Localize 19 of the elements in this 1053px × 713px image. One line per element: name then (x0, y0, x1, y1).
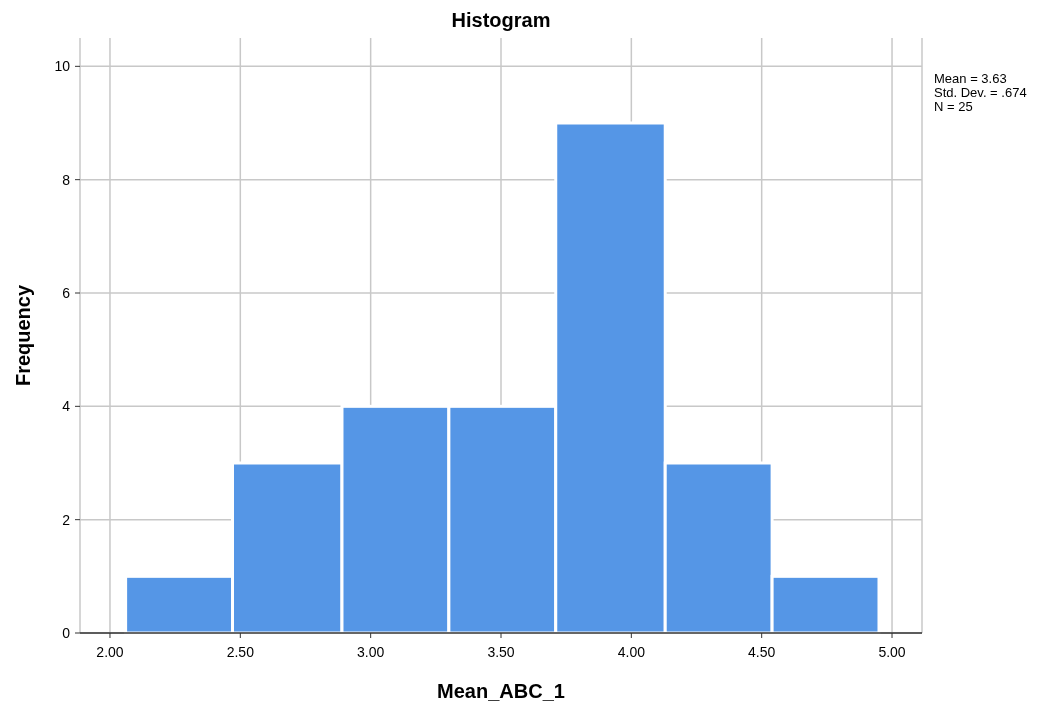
y-tick-label: 8 (62, 171, 71, 188)
x-tick-label: 5.00 (878, 644, 906, 660)
chart-title: Histogram (451, 9, 551, 31)
x-tick-label: 2.50 (226, 644, 255, 660)
x-tick-label: 4.50 (748, 644, 776, 660)
text: Mean = 3.63 (934, 71, 1007, 86)
y-tick-label: 10 (54, 58, 71, 75)
x-axis-title: Mean_ABC_1 (437, 680, 565, 702)
x-tick-label: 3.00 (357, 644, 385, 660)
x-tick-label: 3.50 (487, 644, 515, 660)
text: N = 25 (934, 99, 973, 114)
y-tick-label: 0 (62, 624, 71, 641)
y-tick-label: 4 (62, 398, 71, 415)
x-tick-label: 2.00 (96, 644, 124, 660)
y-axis-title: Frequency (12, 284, 34, 387)
y-tick-label: 6 (62, 284, 71, 301)
x-tick-label: 4.00 (617, 644, 646, 660)
text: Std. Dev. = .674 (934, 85, 1027, 100)
y-tick-label: 2 (62, 511, 71, 528)
